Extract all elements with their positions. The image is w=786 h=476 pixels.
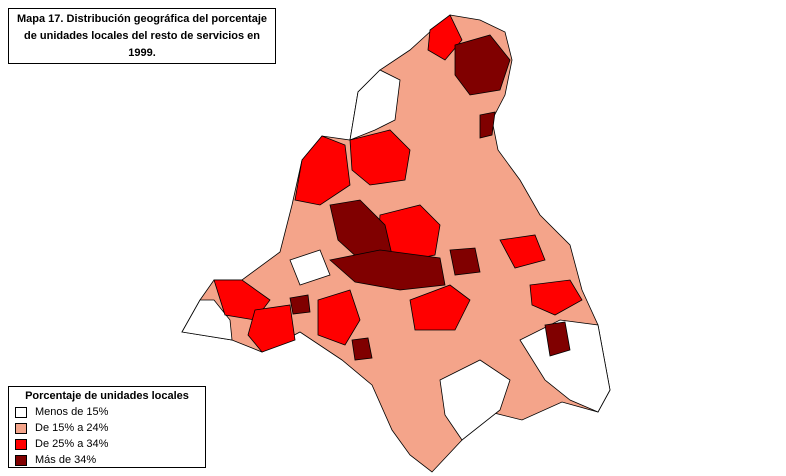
legend-item: De 25% a 34% bbox=[15, 436, 199, 452]
region bbox=[247, 304, 296, 353]
region bbox=[289, 249, 331, 286]
legend-label: De 15% a 24% bbox=[35, 422, 109, 434]
legend-label: De 25% a 34% bbox=[35, 438, 109, 450]
title-line: 1999. bbox=[128, 47, 156, 59]
legend: Porcentaje de unidades locales Menos de … bbox=[8, 386, 206, 468]
region bbox=[351, 337, 373, 361]
legend-swatch bbox=[15, 454, 27, 466]
region bbox=[349, 69, 401, 141]
region bbox=[449, 247, 481, 276]
region bbox=[289, 294, 311, 315]
legend-swatch bbox=[15, 406, 27, 418]
region bbox=[329, 249, 446, 291]
region bbox=[454, 34, 511, 96]
legend-item: De 15% a 24% bbox=[15, 420, 199, 436]
region bbox=[499, 234, 546, 269]
region bbox=[529, 279, 583, 316]
legend-title: Porcentaje de unidades locales bbox=[25, 390, 189, 402]
legend-swatch bbox=[15, 422, 27, 434]
legend-swatch bbox=[15, 438, 27, 450]
region bbox=[544, 321, 571, 357]
title-line: de unidades locales del resto de servici… bbox=[24, 30, 260, 42]
region bbox=[349, 129, 411, 186]
region bbox=[294, 135, 351, 206]
region bbox=[181, 299, 233, 341]
title-box: Mapa 17. Distribución geográfica del por… bbox=[8, 8, 276, 64]
region bbox=[439, 359, 511, 441]
region bbox=[519, 319, 611, 413]
legend-label: Más de 34% bbox=[35, 454, 97, 466]
region bbox=[409, 284, 471, 331]
legend-item: Más de 34% bbox=[15, 452, 199, 468]
region bbox=[479, 111, 496, 139]
title-line: Mapa 17. Distribución geográfica del por… bbox=[16, 13, 267, 25]
legend-label: Menos de 15% bbox=[35, 406, 109, 418]
region bbox=[317, 289, 361, 346]
legend-item: Menos de 15% bbox=[15, 404, 199, 420]
region bbox=[427, 14, 463, 61]
